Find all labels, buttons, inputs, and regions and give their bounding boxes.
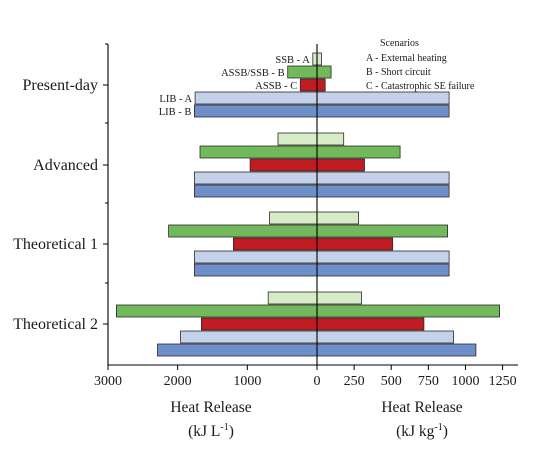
x-right-tick-label: 1000: [451, 374, 479, 389]
right-axis-title-text: Heat Release: [381, 399, 462, 416]
bar-present-day-assb-ssb-b-left: [287, 65, 318, 79]
bar-advanced-lib-b-left: [193, 184, 318, 198]
bar-theoretical-1-lib-b-left: [193, 263, 318, 277]
bar-advanced-assb-ssb-b-right: [316, 145, 401, 159]
bar-advanced-assb-c-right: [316, 158, 365, 172]
left-axis-unit: (kJ L-1): [188, 422, 234, 440]
bar-theoretical-1-lib-a-right: [316, 250, 450, 264]
x-left-tick-label: 2000: [164, 374, 192, 389]
bar-label-ssb-a: SSB - A: [275, 55, 310, 66]
bar-advanced-lib-b-right: [316, 184, 450, 198]
category-label-present-day: Present-day: [22, 77, 98, 94]
bar-theoretical-2-assb-c-left: [200, 317, 318, 331]
bar-theoretical-2-lib-b-right: [316, 343, 477, 357]
legend-title: Scenarios: [380, 38, 419, 49]
x-right-tick-label: 250: [344, 374, 365, 389]
bar-theoretical-1-lib-b-right: [316, 263, 450, 277]
bar-advanced-lib-a-right: [316, 171, 450, 185]
x-left-tick-label: 3000: [94, 374, 122, 389]
bar-theoretical-1-lib-a-left: [193, 250, 318, 264]
bar-theoretical-2-assb-ssb-b-left: [116, 304, 318, 318]
legend-item-c: C - Catastrophic SE failure: [366, 81, 475, 92]
bar-present-day-ssb-a-right: [316, 52, 322, 66]
ticks-layer: [103, 43, 504, 370]
bar-theoretical-1-assb-ssb-b-left: [168, 224, 318, 238]
bar-label-assb-ssb-b: ASSB/SSB - B: [221, 68, 285, 79]
bar-advanced-lib-a-left: [193, 171, 318, 185]
bars-layer: [116, 52, 501, 357]
legend-item-b: B - Short circuit: [366, 67, 431, 78]
x-right-tick-label: 0: [314, 374, 321, 389]
bar-present-day-assb-c-right: [316, 78, 326, 92]
category-label-theoretical-1: Theoretical 1: [13, 236, 98, 253]
bar-theoretical-1-ssb-a-left: [269, 211, 318, 225]
bar-theoretical-2-ssb-a-right: [316, 291, 362, 305]
bar-theoretical-1-assb-c-left: [232, 237, 318, 251]
left-axis-title: Heat Release (kJ L-1): [170, 399, 251, 440]
bar-advanced-ssb-a-right: [316, 132, 345, 146]
category-label-theoretical-2: Theoretical 2: [13, 316, 98, 333]
bar-label-assb-c: ASSB - C: [255, 81, 297, 92]
legend-item-a: A - External heating: [366, 53, 447, 64]
bar-present-day-lib-b-right: [316, 104, 450, 118]
x-right-tick-label: 750: [418, 374, 439, 389]
bar-present-day-lib-a-left: [194, 91, 318, 105]
bar-theoretical-1-ssb-a-right: [316, 211, 359, 225]
right-axis-title: Heat Release (kJ kg-1): [381, 399, 462, 440]
legend: Scenarios A - External heating B - Short…: [366, 38, 475, 92]
bar-present-day-lib-b-left: [193, 104, 318, 118]
right-axis-unit: (kJ kg-1): [396, 422, 448, 440]
left-axis-title-text: Heat Release: [170, 399, 251, 416]
bar-theoretical-1-assb-ssb-b-right: [316, 224, 449, 238]
bar-theoretical-2-lib-a-right: [316, 330, 455, 344]
bar-advanced-assb-ssb-b-left: [199, 145, 318, 159]
bar-present-day-assb-ssb-b-right: [316, 65, 332, 79]
category-label-advanced: Advanced: [33, 157, 98, 174]
bar-present-day-ssb-a-left: [312, 52, 318, 66]
bar-theoretical-2-lib-b-left: [157, 343, 318, 357]
bar-advanced-assb-c-left: [249, 158, 318, 172]
bar-advanced-ssb-a-left: [277, 132, 318, 146]
x-right-tick-label: 1250: [489, 374, 517, 389]
bar-theoretical-1-assb-c-right: [316, 237, 394, 251]
bar-theoretical-2-lib-a-left: [180, 330, 318, 344]
bar-label-lib-b: LIB - B: [159, 107, 192, 118]
bar-present-day-lib-a-right: [316, 91, 450, 105]
bar-present-day-assb-c-left: [299, 78, 318, 92]
x-right-tick-label: 500: [381, 374, 402, 389]
bar-theoretical-2-ssb-a-left: [267, 291, 318, 305]
x-left-tick-label: 1000: [233, 374, 261, 389]
labels-layer: SSB - A ASSB/SSB - B ASSB - C LIB - A LIB - …: [13, 55, 516, 389]
bar-label-lib-a: LIB - A: [159, 94, 192, 105]
bar-theoretical-2-assb-ssb-b-right: [316, 304, 501, 318]
axes-layer: [107, 44, 518, 366]
bar-theoretical-2-assb-c-right: [316, 317, 425, 331]
